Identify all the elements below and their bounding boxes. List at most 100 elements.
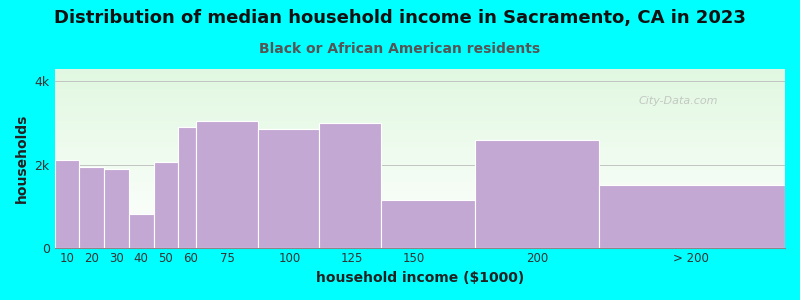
Bar: [54, 149, 785, 150]
Bar: [54, 88, 785, 89]
Bar: [54, 241, 785, 242]
Bar: [54, 134, 785, 135]
Bar: [54, 176, 785, 177]
Bar: [54, 172, 785, 173]
Bar: [54, 142, 785, 143]
Bar: [54, 164, 785, 165]
X-axis label: household income ($1000): household income ($1000): [316, 271, 524, 285]
Bar: [54, 226, 785, 227]
Bar: [54, 217, 785, 218]
Bar: [54, 150, 785, 151]
Bar: [54, 94, 785, 95]
Bar: [54, 107, 785, 108]
Bar: [54, 174, 785, 175]
Bar: [54, 227, 785, 228]
Bar: [54, 159, 785, 160]
Bar: [54, 95, 785, 96]
Bar: [54, 158, 785, 159]
Bar: [54, 167, 785, 168]
Bar: [54, 193, 785, 194]
Bar: [54, 224, 785, 225]
Bar: [154, 162, 178, 248]
Bar: [54, 247, 785, 248]
Bar: [54, 194, 785, 195]
Bar: [54, 231, 785, 232]
Bar: [54, 124, 785, 125]
Bar: [54, 191, 785, 192]
Bar: [54, 233, 785, 234]
Bar: [54, 123, 785, 124]
Bar: [54, 234, 785, 235]
Bar: [54, 108, 785, 109]
Bar: [54, 111, 785, 112]
Bar: [54, 204, 785, 205]
Bar: [54, 178, 785, 179]
Bar: [54, 183, 785, 184]
Bar: [54, 114, 785, 115]
Bar: [54, 76, 785, 77]
Bar: [54, 105, 785, 106]
Bar: [54, 200, 785, 201]
Bar: [54, 116, 785, 117]
Bar: [54, 239, 785, 240]
Bar: [54, 179, 785, 180]
Bar: [54, 133, 785, 134]
Bar: [54, 222, 785, 223]
Bar: [54, 214, 785, 215]
Bar: [54, 232, 785, 233]
Bar: [54, 127, 785, 128]
Bar: [54, 146, 785, 147]
Bar: [54, 144, 785, 145]
Bar: [54, 118, 785, 119]
Bar: [54, 225, 785, 226]
Bar: [54, 168, 785, 169]
Bar: [54, 229, 785, 230]
Bar: [54, 213, 785, 214]
Bar: [54, 180, 785, 181]
Bar: [54, 82, 785, 83]
Bar: [54, 79, 785, 80]
Bar: [54, 187, 785, 188]
Text: Black or African American residents: Black or African American residents: [259, 42, 541, 56]
Bar: [54, 211, 785, 212]
Bar: [54, 192, 785, 193]
Bar: [54, 145, 785, 146]
Bar: [54, 102, 785, 103]
Bar: [54, 151, 785, 152]
Bar: [54, 223, 785, 224]
Bar: [54, 92, 785, 93]
Bar: [79, 167, 104, 248]
Bar: [54, 119, 785, 120]
Bar: [54, 161, 785, 162]
Bar: [54, 80, 785, 81]
Bar: [54, 77, 785, 78]
Bar: [54, 196, 785, 197]
Bar: [54, 72, 785, 73]
Bar: [54, 189, 785, 190]
Bar: [54, 165, 785, 166]
Bar: [54, 71, 785, 72]
Bar: [54, 141, 785, 142]
Bar: [54, 235, 785, 236]
Bar: [54, 201, 785, 202]
Bar: [54, 199, 785, 200]
Bar: [54, 69, 785, 70]
Bar: [54, 117, 785, 118]
Bar: [54, 70, 785, 71]
Bar: [54, 83, 785, 84]
Bar: [54, 170, 785, 171]
Bar: [54, 190, 785, 191]
Bar: [54, 152, 785, 153]
Bar: [382, 200, 475, 248]
Bar: [54, 84, 785, 85]
Bar: [54, 195, 785, 196]
Y-axis label: households: households: [15, 114, 29, 203]
Bar: [54, 245, 785, 246]
Bar: [54, 206, 785, 207]
Bar: [54, 101, 785, 102]
Bar: [54, 148, 785, 149]
Bar: [54, 160, 785, 161]
Bar: [54, 98, 785, 99]
Bar: [54, 82, 785, 83]
Bar: [54, 242, 785, 243]
